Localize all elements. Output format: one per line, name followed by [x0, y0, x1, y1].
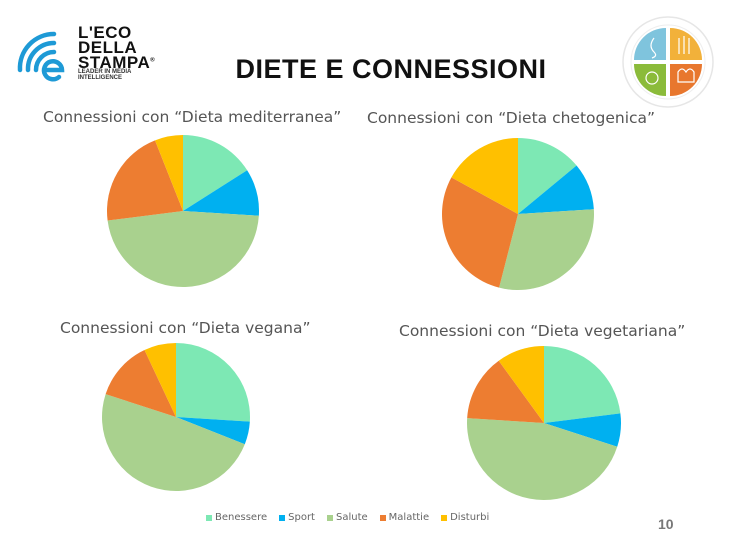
logo-signal-icon [17, 31, 65, 82]
pie-slice-disturbi [498, 346, 544, 423]
logo: L'ECO DELLA STAMPA® LEADER IN MEDIA INTE… [14, 24, 164, 88]
pie-slice-benessere [518, 138, 577, 214]
pie-slice-malattie [467, 360, 544, 423]
legend-swatch [379, 514, 386, 521]
legend-swatch [441, 514, 448, 521]
pie-slice-salute [499, 209, 594, 290]
pie-slice-salute [101, 394, 245, 492]
pie-slice-sport [544, 413, 621, 447]
pie-slice-malattie [105, 350, 176, 417]
pie-slice-benessere [544, 346, 621, 423]
legend-item-disturbi: Disturbi [441, 512, 489, 523]
pie-slice-sport [518, 165, 594, 214]
legend-swatch [279, 514, 286, 521]
pie-chart-vegana [101, 343, 250, 492]
pie-slice-benessere [176, 343, 250, 422]
pie-slice-salute [467, 418, 618, 500]
chart-legend: Benessere Sport Salute Malattie Disturbi [206, 512, 489, 523]
page-number: 10 [658, 516, 674, 532]
pie-slice-malattie [107, 140, 183, 221]
food-plate-badge-icon [622, 16, 714, 108]
legend-item-malattie: Malattie [379, 512, 429, 523]
legend-item-salute: Salute [326, 512, 368, 523]
pie-slice-malattie [442, 177, 518, 288]
logo-wordmark: L'ECO DELLA STAMPA® LEADER IN MEDIA INTE… [78, 23, 156, 81]
pie-chart-chetogenica [442, 138, 594, 290]
pie-slice-benessere [183, 135, 248, 211]
legend-swatch [326, 514, 333, 521]
pie-slice-disturbi [451, 138, 518, 214]
pie-slice-disturbi [144, 343, 176, 417]
legend-item-benessere: Benessere [206, 512, 267, 523]
page-title: DIETE E CONNESSIONI [235, 54, 547, 84]
chart-title-chetogenica: Connessioni con “Dieta chetogenica” [367, 109, 656, 127]
chart-title-mediterranea: Connessioni con “Dieta mediterranea” [43, 108, 342, 126]
legend-swatch [206, 514, 212, 521]
pie-slice-sport [183, 170, 259, 216]
pie-chart-mediterranea [107, 135, 259, 288]
pie-chart-vegetariana [467, 346, 621, 500]
pie-slice-salute [107, 211, 259, 288]
chart-title-vegana: Connessioni con “Dieta vegana” [60, 319, 311, 337]
pie-slice-sport [176, 417, 250, 445]
chart-title-vegetariana: Connessioni con “Dieta vegetariana” [399, 322, 686, 340]
pie-slice-disturbi [155, 135, 183, 211]
legend-item-sport: Sport [279, 512, 315, 523]
